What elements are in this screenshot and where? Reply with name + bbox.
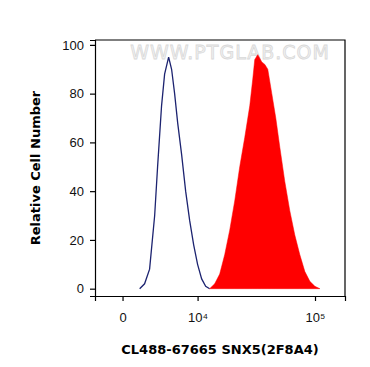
x-tick-mark [122,296,123,301]
x-tick-label: 10⁴ [188,310,208,325]
chart: WWW.PTGLAB.COM 0 10⁴ 10⁵ 0 20 40 60 80 100 CL488-6… [0,0,370,367]
y-tick: 100 [62,38,95,53]
y-tick-label: 80 [70,86,84,101]
y-tick: 80 [70,86,95,101]
histogram-area [210,55,320,289]
y-tick: 60 [70,135,95,150]
y-axis-line [90,41,96,297]
y-tick-mark [90,142,95,143]
y-tick: 0 [77,281,95,296]
x-axis: 0 10⁴ 10⁵ [96,296,346,325]
y-axis-title: Relative Cell Number [28,90,43,245]
x-tick: 10⁵ [306,296,326,325]
watermark: WWW.PTGLAB.COM [130,41,330,63]
x-tick: 0 [119,296,126,325]
y-tick-mark [90,45,95,46]
y-tick-label: 100 [62,38,84,53]
y-tick: 20 [70,233,95,248]
plot-area [140,55,320,289]
y-tick-label: 0 [77,281,84,296]
x-axis-title: CL488-67665 SNX5(2F8A4) [121,342,318,357]
y-tick-label: 20 [70,233,84,248]
y-tick-mark [90,94,95,95]
histogram-line [140,57,210,289]
y-tick: 40 [70,184,95,199]
x-tick-label: 0 [119,310,126,325]
x-tick: 10⁴ [188,296,208,325]
y-tick-label: 40 [70,184,84,199]
y-tick-label: 60 [70,135,84,150]
x-axis-line [96,297,346,302]
x-tick-mark [197,296,198,301]
x-tick-label: 10⁵ [306,310,326,325]
y-tick-mark [90,240,95,241]
plot-frame [95,40,345,296]
y-tick-mark [90,191,95,192]
y-tick-mark [90,289,95,290]
x-tick-mark [315,296,316,301]
y-axis: 0 20 40 60 80 100 [62,38,95,297]
